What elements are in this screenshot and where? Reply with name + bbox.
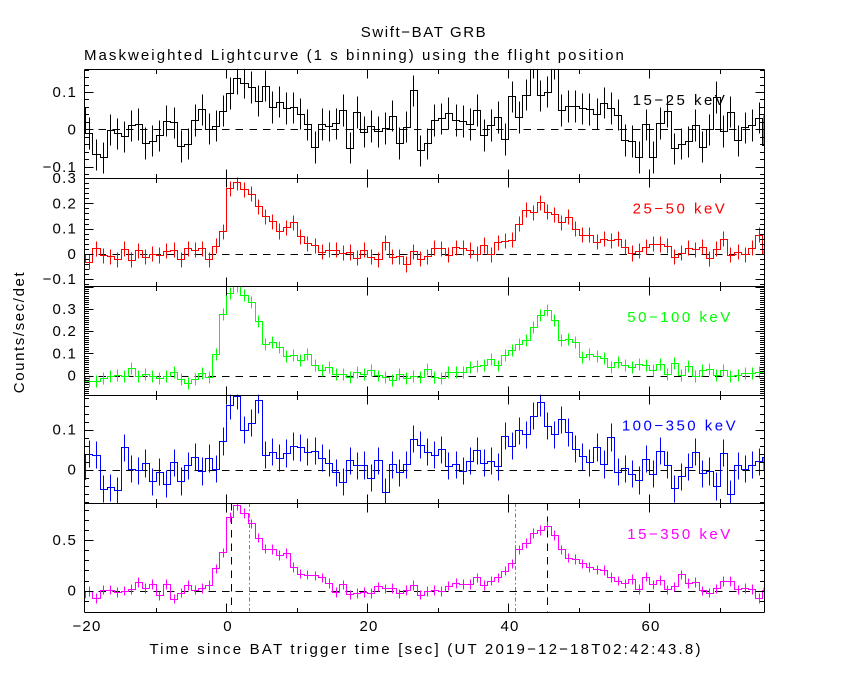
svg-text:0.1: 0.1 [53,221,77,238]
svg-text:Time since BAT trigger time [s: Time since BAT trigger time [sec] (UT 20… [149,641,702,658]
svg-text:25−50 keV: 25−50 keV [633,201,728,218]
svg-text:−0.1: −0.1 [43,271,77,288]
svg-text:0.3: 0.3 [53,301,77,318]
svg-text:15−350 keV: 15−350 keV [627,526,733,543]
svg-text:Swift−BAT GRB: Swift−BAT GRB [361,24,488,41]
svg-text:50−100 keV: 50−100 keV [627,309,733,326]
svg-text:0: 0 [67,368,77,385]
svg-text:100−350 keV: 100−350 keV [622,418,738,435]
svg-text:40: 40 [500,618,519,635]
svg-text:20: 20 [359,618,378,635]
svg-text:0: 0 [67,121,77,138]
svg-text:Counts/sec/det: Counts/sec/det [11,271,28,393]
svg-text:−0.1: −0.1 [43,159,77,176]
svg-text:0.3: 0.3 [53,170,77,187]
svg-text:0.2: 0.2 [53,323,77,340]
svg-text:0.1: 0.1 [53,345,77,362]
svg-text:0: 0 [67,246,77,263]
svg-text:−20: −20 [72,618,101,635]
svg-text:0.2: 0.2 [53,195,77,212]
svg-text:15−25 keV: 15−25 keV [633,92,728,109]
svg-text:0.5: 0.5 [53,532,77,549]
svg-text:0: 0 [67,462,77,479]
svg-text:0: 0 [223,618,233,635]
svg-text:60: 60 [641,618,660,635]
svg-text:Maskweighted Lightcurve (1 s b: Maskweighted Lightcurve (1 s binning) us… [84,47,626,64]
svg-text:0.1: 0.1 [53,422,77,439]
svg-text:0: 0 [67,583,77,600]
svg-text:0.1: 0.1 [53,84,77,101]
